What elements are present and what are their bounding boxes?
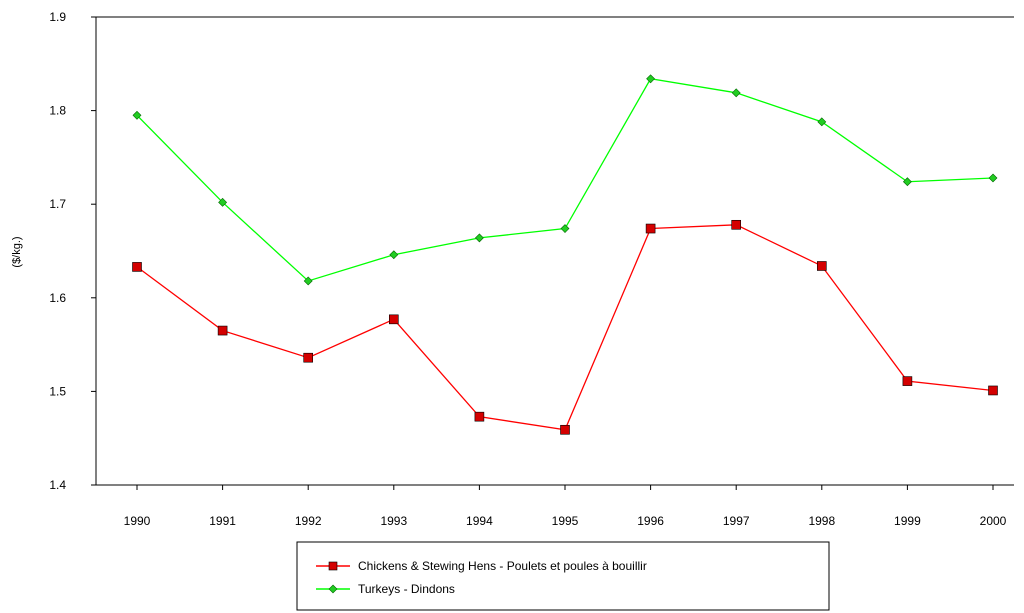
data-point bbox=[132, 262, 142, 272]
y-axis-label: ($/kg.) bbox=[11, 236, 23, 267]
x-tick-label: 1995 bbox=[552, 514, 579, 528]
data-point bbox=[988, 385, 998, 396]
data-point bbox=[389, 250, 399, 260]
series-line bbox=[136, 78, 994, 282]
data-point bbox=[731, 88, 741, 98]
y-tick-label: 1.9 bbox=[49, 10, 66, 24]
data-point bbox=[303, 276, 313, 286]
x-tick-label: 1990 bbox=[124, 514, 151, 528]
series-line bbox=[136, 224, 994, 431]
legend-label-turkeys: Turkeys - Dindons bbox=[358, 582, 455, 596]
axes bbox=[91, 16, 1014, 490]
data-point bbox=[902, 376, 913, 386]
data-point bbox=[731, 219, 742, 230]
series-0 bbox=[132, 219, 998, 435]
data-point bbox=[474, 411, 485, 422]
x-tick-labels: 1990 1991 1992 1993 1994 1995 1996 1997 1998 1999… bbox=[124, 514, 1007, 528]
y-tick-labels: 1.4 1.5 1.6 1.7 1.8 1.9 bbox=[49, 10, 66, 492]
data-point bbox=[303, 352, 314, 363]
data-point bbox=[560, 424, 570, 435]
data-point bbox=[560, 224, 570, 233]
data-point bbox=[132, 110, 142, 120]
data-point bbox=[988, 173, 998, 183]
x-tick-label: 1993 bbox=[380, 514, 407, 528]
data-point bbox=[474, 233, 484, 243]
x-tick-label: 1992 bbox=[295, 514, 322, 528]
legend-marker-chickens bbox=[328, 561, 338, 571]
data-point bbox=[816, 261, 827, 271]
x-tick-label: 1994 bbox=[466, 514, 493, 528]
x-tick-label: 2000 bbox=[980, 514, 1007, 528]
x-tick-label: 1996 bbox=[637, 514, 664, 528]
data-point bbox=[217, 325, 228, 336]
y-tick-label: 1.7 bbox=[49, 197, 66, 211]
x-tick-label: 1991 bbox=[209, 514, 236, 528]
y-tick-label: 1.4 bbox=[49, 478, 66, 492]
data-point bbox=[817, 117, 827, 127]
legend-label-chickens: Chickens & Stewing Hens - Poulets et pou… bbox=[358, 559, 647, 573]
legend: Chickens & Stewing Hens - Poulets et pou… bbox=[296, 541, 830, 611]
y-tick-label: 1.6 bbox=[49, 291, 66, 305]
data-point bbox=[646, 74, 656, 84]
x-tick-label: 1998 bbox=[808, 514, 835, 528]
y-tick-label: 1.8 bbox=[49, 104, 66, 118]
series-group bbox=[132, 74, 998, 435]
series-1 bbox=[132, 74, 998, 286]
legend-marker-turkeys bbox=[328, 584, 338, 594]
data-point bbox=[218, 197, 228, 207]
x-tick-label: 1999 bbox=[894, 514, 921, 528]
data-point bbox=[645, 223, 656, 234]
legend-box bbox=[296, 541, 830, 611]
y-tick-label: 1.5 bbox=[49, 384, 66, 398]
x-tick-label: 1997 bbox=[723, 514, 750, 528]
data-point bbox=[902, 177, 912, 187]
data-point bbox=[388, 314, 399, 325]
